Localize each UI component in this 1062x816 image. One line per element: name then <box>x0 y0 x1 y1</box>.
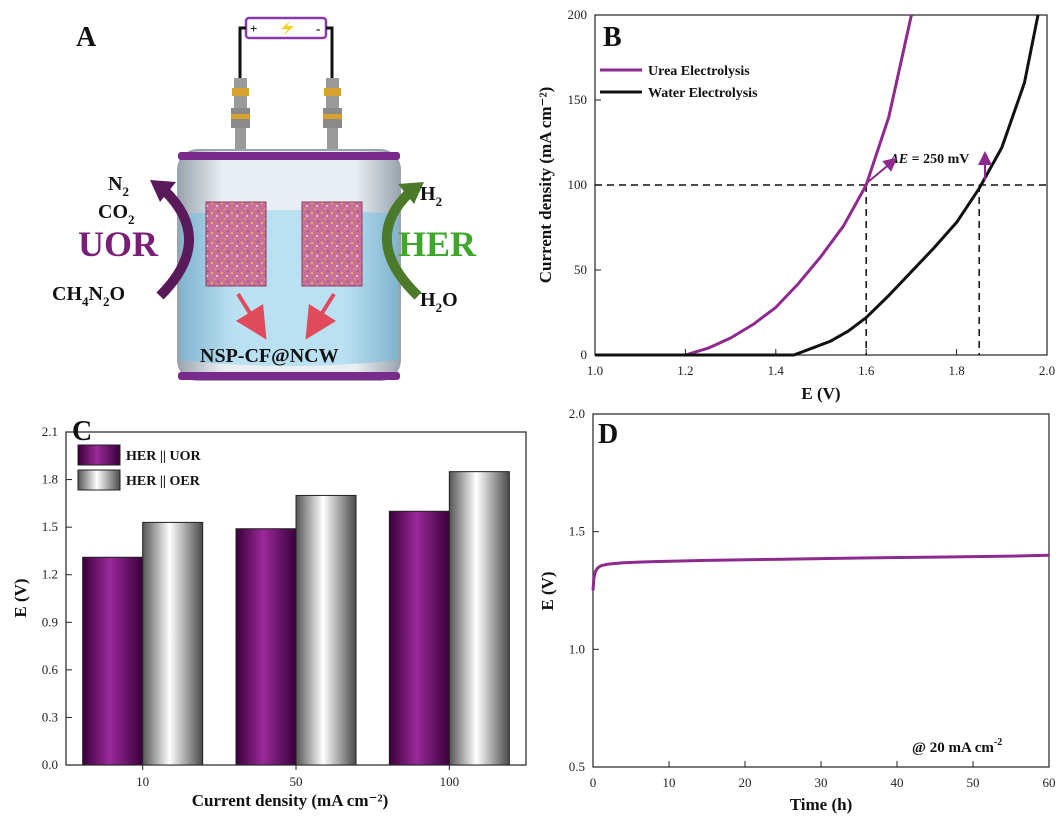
cathode-plate <box>301 201 363 287</box>
panel-d-chart: D 0 10 20 30 40 50 60 0.5 1.0 1.5 2.0 Time (h) E (… <box>538 406 1056 814</box>
svg-text:-: - <box>316 21 320 36</box>
product-h2: H2 <box>420 183 442 209</box>
panel-d-xtick-label: 20 <box>739 775 752 790</box>
panel-d-xtick-label: 60 <box>1043 775 1056 790</box>
panel-d-ytick-label: 1.0 <box>569 641 585 656</box>
panel-b-ytick-label: 50 <box>574 262 587 277</box>
panel-c-chart: C 0.0 0.3 0.6 0.9 1.2 1.5 1.8 2.1 10 50 100 HER ||… <box>11 416 527 810</box>
delta-e-arrow-left <box>867 157 898 183</box>
panel-d-xtick-label: 30 <box>815 775 828 790</box>
battery-icon: + - <box>244 16 328 40</box>
panel-b-ytick-label: 0 <box>581 347 588 362</box>
panel-c-bar <box>142 521 204 766</box>
panel-c-bar <box>82 556 144 766</box>
panel-c-ytick-label: 0.6 <box>42 662 59 677</box>
panel-d-series-line-0 <box>591 553 1050 591</box>
panel-b-label: B <box>603 22 622 53</box>
panel-b-xtick-label: 1.8 <box>948 363 964 378</box>
panel-b-ylabel: Current density (mA cm⁻²) <box>536 87 555 283</box>
panel-b-ytick-label: 100 <box>568 177 588 192</box>
panel-c-bar <box>388 510 450 766</box>
anode-plate <box>205 201 267 287</box>
panel-c-ytick-label: 1.8 <box>42 472 58 487</box>
her-label: HER <box>398 224 477 264</box>
panel-d-xlabel: Time (h) <box>790 795 853 814</box>
panel-d-ytick-label: 1.5 <box>569 524 585 539</box>
panel-c-ylabel: E (V) <box>11 578 30 617</box>
panel-c-bar <box>448 471 510 766</box>
panel-d-xtick-label: 10 <box>663 775 676 790</box>
panel-b-xtick-label: 1.6 <box>858 363 875 378</box>
electrode-label: NSP-CF@NCW <box>200 345 339 367</box>
panel-c-label: C <box>72 416 92 447</box>
uor-label: UOR <box>78 224 159 264</box>
left-wire <box>238 26 246 80</box>
panel-c-legend-label: HER || UOR <box>126 449 202 464</box>
panel-c-legend-swatch <box>77 444 121 466</box>
panel-d-annotation: @ 20 mA cm-2 <box>912 737 1002 756</box>
panel-d-label: D <box>598 419 618 450</box>
uor-arrow-icon <box>150 180 194 300</box>
svg-text:+: + <box>250 21 257 36</box>
panel-b-legend-label: Water Electrolysis <box>648 86 758 101</box>
panel-c-ytick-label: 0.9 <box>42 614 58 629</box>
panel-c-ytick-label: 1.2 <box>42 567 58 582</box>
panel-b-legend-label: Urea Electrolysis <box>648 64 750 79</box>
product-co2: CO2 <box>98 201 135 227</box>
panel-d-xtick-label: 40 <box>891 775 904 790</box>
panel-c-ytick-label: 2.1 <box>42 424 58 439</box>
panel-d-ytick-label: 0.5 <box>569 759 585 774</box>
panel-a-label: A <box>76 22 97 53</box>
her-arrow-icon <box>382 182 424 300</box>
panel-c-xtick-label: 10 <box>136 774 149 789</box>
right-red-arrow <box>305 292 337 340</box>
panel-c-legend-swatch <box>77 469 121 491</box>
panel-b-ytick-label: 150 <box>568 92 588 107</box>
panel-c-bar <box>235 528 297 766</box>
panel-b-chart: B 1.0 1.2 1.4 1.6 1.8 2.0 0 50 100 150 200 Urea El… <box>536 7 1055 403</box>
panel-b-xtick-label: 1.4 <box>768 363 785 378</box>
panel-a-schematic: A + - <box>52 16 477 381</box>
delta-e-annotation: ΔE = 250 mV <box>889 152 969 167</box>
right-wire <box>326 26 334 80</box>
panel-b-series-line-1 <box>595 14 1040 357</box>
panel-c-bar <box>295 494 357 766</box>
panel-d-ylabel: E (V) <box>538 571 557 610</box>
panel-c-xtick-label: 100 <box>440 774 460 789</box>
panel-b-xtick-label: 1.2 <box>677 363 693 378</box>
panel-d-frame <box>592 413 1050 768</box>
panel-c-ytick-label: 0.3 <box>42 709 58 724</box>
reactant-water: H2O <box>420 289 458 315</box>
panel-d-xtick-label: 0 <box>590 775 597 790</box>
panel-c-xtick-label: 50 <box>290 774 303 789</box>
panel-c-ytick-label: 1.5 <box>42 519 58 534</box>
panel-b-xtick-label: 2.0 <box>1039 363 1055 378</box>
panel-b-xtick-label: 1.0 <box>587 363 603 378</box>
panel-d-ytick-label: 2.0 <box>569 406 585 421</box>
left-red-arrow <box>235 292 267 340</box>
product-n2: N2 <box>108 173 129 199</box>
panel-b-series-line-0 <box>595 14 913 357</box>
reactant-urea: CH4N2O <box>52 283 125 309</box>
panel-c-legend-label: HER || OER <box>126 474 201 489</box>
panel-d-xtick-label: 50 <box>967 775 980 790</box>
panel-b-ytick-label: 200 <box>568 7 588 22</box>
panel-c-ytick-label: 0.0 <box>42 757 58 772</box>
panel-b-xlabel: E (V) <box>801 384 840 403</box>
panel-c-xlabel: Current density (mA cm⁻²) <box>192 791 388 810</box>
